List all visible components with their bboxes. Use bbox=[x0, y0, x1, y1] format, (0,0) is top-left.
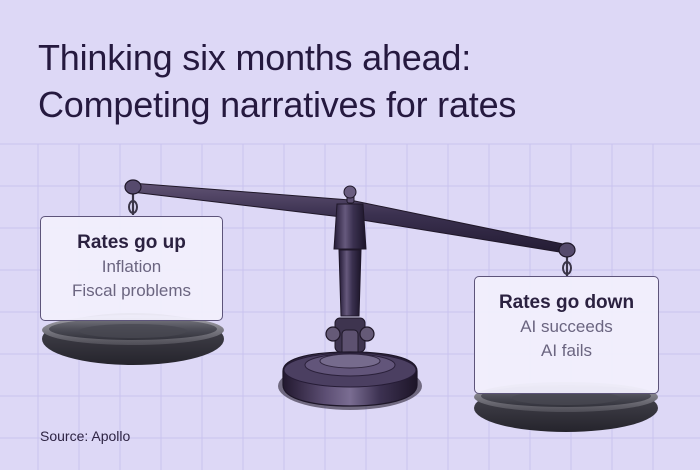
title-line-1: Thinking six months ahead: bbox=[38, 37, 472, 78]
scale-base bbox=[278, 351, 422, 410]
rates-up-item-fiscal-problems: Fiscal problems bbox=[71, 281, 192, 300]
rates-down-item-ai-fails: AI fails bbox=[540, 341, 593, 360]
source-note: Source: Apollo bbox=[40, 428, 131, 444]
scale-post bbox=[325, 185, 375, 358]
rates-up-heading: Rates go up bbox=[77, 232, 186, 253]
rates-down-heading: Rates go down bbox=[498, 292, 635, 313]
rates-down-card: Rates go down AI succeeds AI fails bbox=[474, 276, 659, 394]
page-title: Thinking six months ahead: Competing nar… bbox=[38, 34, 658, 128]
left-pan bbox=[42, 313, 224, 365]
rates-down-item-ai-succeeds: AI succeeds bbox=[520, 317, 613, 336]
rates-up-card: Rates go up Inflation Fiscal problems bbox=[40, 216, 223, 321]
rates-up-item-inflation: Inflation bbox=[101, 257, 162, 276]
title-line-2: Competing narratives for rates bbox=[38, 84, 517, 125]
